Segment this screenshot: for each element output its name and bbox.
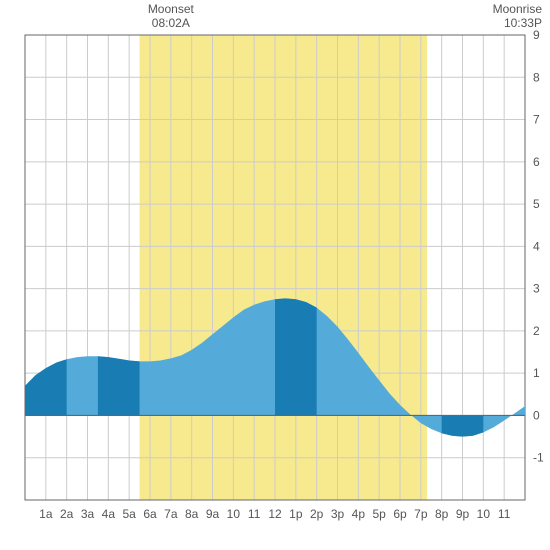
x-tick-label: 11 xyxy=(248,507,261,521)
y-tick-label: 8 xyxy=(533,70,540,84)
tide-chart: Moonset 08:02A Moonrise 10:33P -10123456… xyxy=(0,0,550,550)
x-tick-label: 1a xyxy=(39,507,53,521)
x-tick-label: 3p xyxy=(331,507,345,521)
x-tick-label: 1p xyxy=(289,507,303,521)
tide-dark-band xyxy=(275,298,317,415)
x-tick-label: 9p xyxy=(456,507,470,521)
x-tick-label: 9a xyxy=(206,507,220,521)
x-tick-label: 12 xyxy=(268,507,282,521)
y-tick-label: 5 xyxy=(533,197,540,211)
y-tick-label: 3 xyxy=(533,282,540,296)
chart-svg: -101234567891a2a3a4a5a6a7a8a9a1011121p2p… xyxy=(0,0,550,550)
x-tick-label: 7a xyxy=(164,507,178,521)
x-tick-label: 6a xyxy=(143,507,157,521)
x-tick-label: 2p xyxy=(310,507,324,521)
x-tick-label: 3a xyxy=(81,507,95,521)
x-axis-labels: 1a 2a 3a 4a 5a 6a 7a 8a 9a 10 11 12 1p 2p 3p 4p 5p 6p 7p 8p… xyxy=(39,507,511,521)
moonset-time: 08:02A xyxy=(111,16,231,30)
y-tick-label: 0 xyxy=(533,408,540,422)
x-tick-label: 8p xyxy=(435,507,449,521)
x-tick-label: 11 xyxy=(498,507,511,521)
x-tick-label: 2a xyxy=(60,507,74,521)
y-tick-label: -1 xyxy=(533,451,544,465)
moonset-title: Moonset xyxy=(111,2,231,16)
tide-dark-band xyxy=(98,356,140,415)
x-tick-label: 10 xyxy=(227,507,241,521)
y-tick-label: 2 xyxy=(533,324,540,338)
x-tick-label: 4a xyxy=(102,507,116,521)
x-tick-label: 7p xyxy=(414,507,428,521)
x-tick-label: 5a xyxy=(122,507,136,521)
daylight-band xyxy=(140,35,428,500)
moonrise-time: 10:33P xyxy=(493,16,542,30)
moonset-label: Moonset 08:02A xyxy=(111,2,231,31)
x-tick-label: 4p xyxy=(352,507,366,521)
moonrise-title: Moonrise xyxy=(493,2,542,16)
y-tick-label: 4 xyxy=(533,239,540,253)
tide-dark-band xyxy=(442,415,484,436)
y-tick-label: 6 xyxy=(533,155,540,169)
x-tick-label: 6p xyxy=(393,507,407,521)
y-tick-label: 1 xyxy=(533,366,540,380)
moonrise-label: Moonrise 10:33P xyxy=(493,2,542,31)
x-tick-label: 10 xyxy=(477,507,491,521)
y-tick-label: 7 xyxy=(533,113,540,127)
x-tick-label: 8a xyxy=(185,507,199,521)
x-tick-label: 5p xyxy=(372,507,386,521)
